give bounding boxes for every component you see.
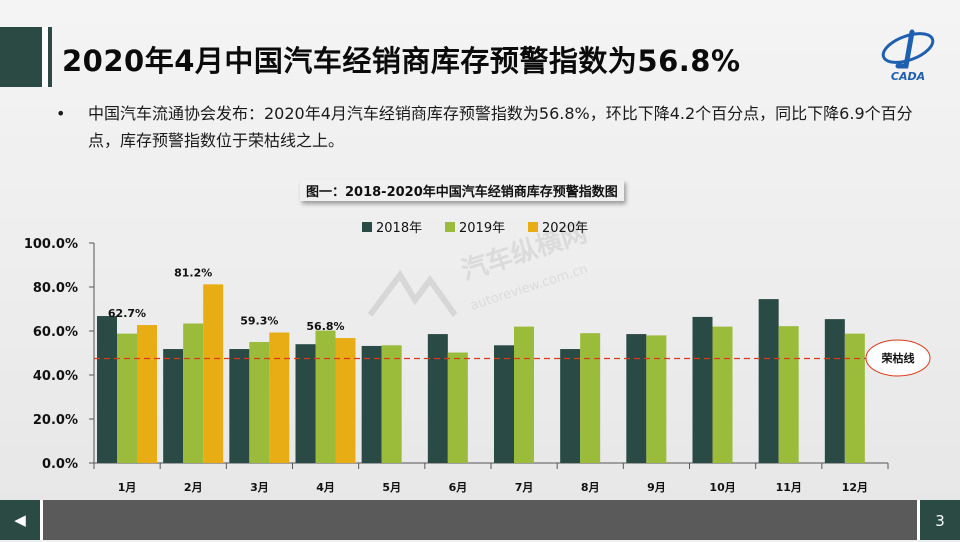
bar-2020年-1月: [137, 325, 157, 463]
x-tick-label: 1月: [118, 481, 137, 494]
bar-2019年-9月: [646, 335, 667, 463]
x-tick-label: 10月: [709, 481, 735, 494]
bar-2018年-2月: [163, 349, 184, 463]
bar-2018年-1月: [97, 316, 117, 463]
legend-label-2018年: 2018年: [376, 221, 422, 236]
data-label-2020: 81.2%: [174, 266, 212, 279]
bar-2020年-3月: [269, 332, 290, 463]
x-tick-label: 4月: [316, 481, 335, 494]
y-tick-label: 0.0%: [42, 457, 78, 472]
legend-swatch-2018年: [362, 222, 372, 232]
prev-slide-button[interactable]: ◀: [0, 500, 40, 540]
bar-2019年-2月: [183, 323, 204, 463]
bar-2019年-6月: [447, 352, 468, 463]
summary-text: 中国汽车流通协会发布：2020年4月汽车经销商库存预警指数为56.8%，环比下降…: [88, 104, 913, 150]
y-tick-label: 20.0%: [33, 413, 78, 428]
bar-2018年-10月: [692, 316, 713, 463]
x-tick-label: 6月: [449, 481, 468, 494]
data-label-2020: 59.3%: [240, 315, 278, 328]
footer-bar: [0, 500, 960, 540]
bar-2020年-4月: [335, 338, 356, 463]
bar-2018年-6月: [427, 334, 448, 463]
bar-2018年-4月: [295, 344, 316, 463]
bar-2018年-3月: [229, 349, 250, 463]
bullet-dot: •: [56, 104, 66, 123]
title-accent-gap: [42, 27, 48, 87]
cada-logo: CADA: [881, 29, 935, 83]
bar-2019年-3月: [249, 342, 270, 463]
x-tick-label: 2月: [184, 481, 203, 494]
footer-gap-right: [917, 500, 920, 540]
bar-2018年-8月: [560, 349, 581, 463]
footer-gap-left: [40, 500, 43, 540]
bar-2018年-9月: [626, 334, 647, 463]
bar-2020年-2月: [203, 284, 224, 463]
threshold-label: 荣枯线: [881, 351, 915, 365]
bar-2019年-10月: [712, 326, 733, 463]
threshold-label-oval: [865, 339, 931, 377]
bar-2019年-4月: [315, 330, 336, 463]
bar-2018年-5月: [361, 345, 382, 463]
data-label-2020: 62.7%: [108, 307, 146, 320]
logo-text: CADA: [891, 70, 925, 83]
bar-2018年-11月: [758, 299, 779, 463]
chart-title: 图一：2018-2020年中国汽车经销商库存预警指数图: [300, 180, 624, 201]
title-accent-line: [48, 27, 52, 87]
bar-2019年-7月: [514, 326, 534, 463]
x-tick-label: 7月: [515, 481, 534, 494]
x-tick-label: 8月: [581, 481, 600, 494]
legend-label-2019年: 2019年: [459, 221, 505, 236]
y-tick-label: 80.0%: [33, 281, 78, 296]
bar-2019年-5月: [381, 345, 402, 463]
bar-2019年-12月: [844, 333, 865, 463]
x-tick-label: 11月: [776, 481, 802, 494]
x-tick-label: 3月: [250, 481, 269, 494]
title-accent-bar: [0, 27, 42, 87]
page-title: 2020年4月中国汽车经销商库存预警指数为56.8%: [62, 44, 741, 78]
bar-2018年-12月: [824, 319, 845, 463]
bar-2019年-1月: [117, 333, 137, 463]
legend-swatch-2020年: [528, 222, 538, 232]
bar-2019年-11月: [778, 326, 799, 463]
bar-2019年-8月: [580, 333, 601, 463]
data-label-2020: 56.8%: [306, 320, 344, 333]
y-tick-label: 60.0%: [33, 325, 78, 340]
page-number: 3: [920, 500, 960, 540]
bar-2018年-7月: [494, 345, 514, 463]
x-tick-label: 5月: [382, 481, 401, 494]
x-tick-label: 9月: [647, 481, 666, 494]
legend-label-2020年: 2020年: [542, 221, 588, 236]
y-tick-label: 40.0%: [33, 369, 78, 384]
legend-swatch-2019年: [445, 222, 455, 232]
summary-bullet: • 中国汽车流通协会发布：2020年4月汽车经销商库存预警指数为56.8%，环比…: [56, 100, 922, 154]
y-tick-label: 100.0%: [24, 237, 78, 252]
x-tick-label: 12月: [842, 481, 868, 494]
